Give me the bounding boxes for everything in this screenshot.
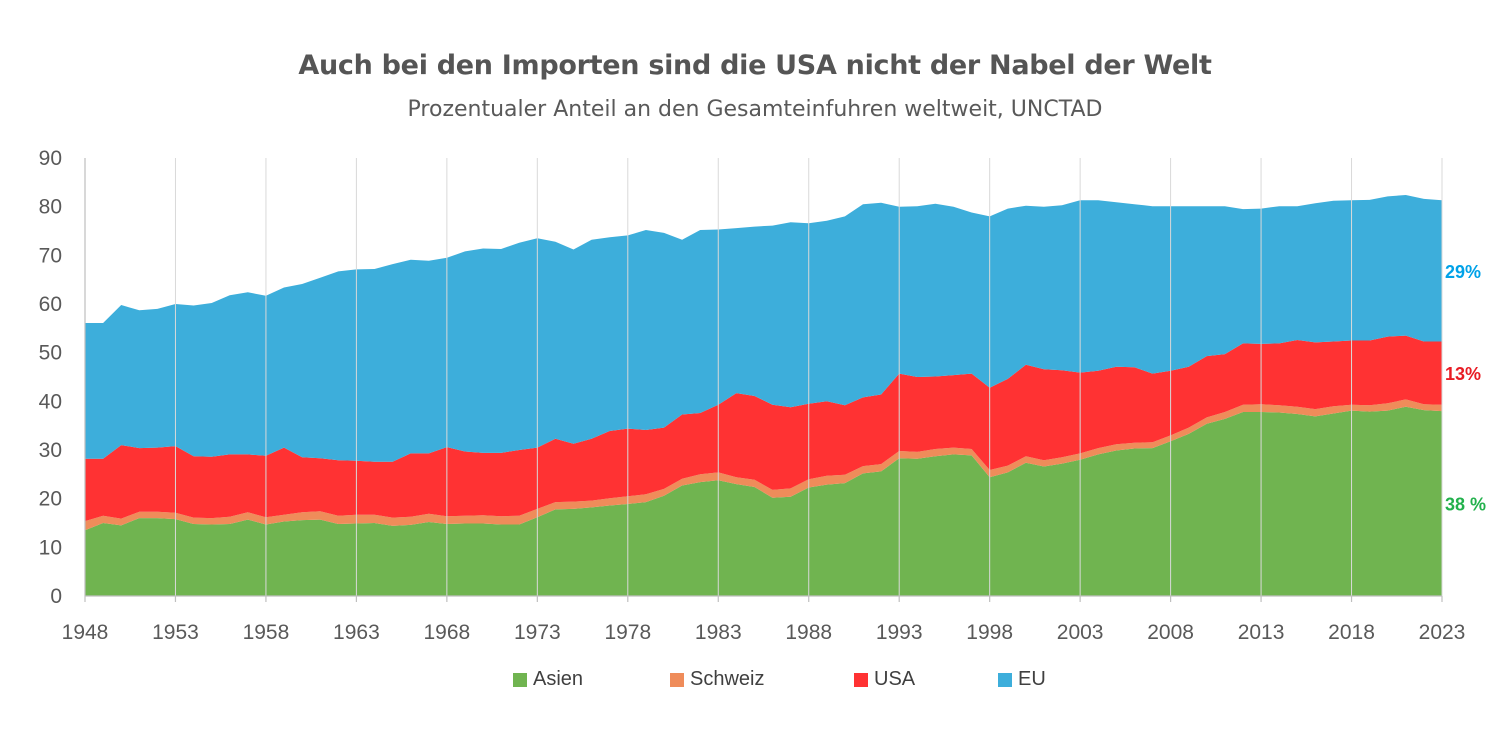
y-tick-label: 90 (39, 147, 62, 170)
x-tick-label: 1948 (62, 621, 109, 644)
legend-swatch-usa (854, 672, 868, 687)
y-tick-labels: 0 10 20 30 40 50 60 70 80 90 (39, 147, 62, 608)
x-tick-label: 2023 (1419, 621, 1466, 644)
y-tick-label: 70 (39, 244, 62, 267)
y-tick-label: 20 (39, 488, 62, 511)
legend-label-eu: EU (1018, 668, 1046, 690)
axes (84, 158, 1443, 602)
x-tick-labels: 1948 1953 1958 1963 1968 1973 1978 1983 1988 1993… (62, 621, 1466, 644)
x-tick-label: 1983 (695, 621, 742, 644)
end-annotations: 29% 13% 38 % (1445, 262, 1486, 515)
x-tick-label: 2003 (1057, 621, 1104, 644)
area-usa (85, 335, 1442, 522)
legend-swatch-eu (998, 672, 1012, 687)
y-tick-label: 60 (39, 293, 62, 316)
x-tick-label: 1978 (604, 621, 651, 644)
chart-subtitle: Prozentualer Anteil an den Gesamteinfuhr… (407, 97, 1103, 122)
x-tick-label: 1953 (152, 621, 199, 644)
legend-item-asien: Asien (513, 668, 583, 691)
x-tick-label: 1993 (876, 621, 923, 644)
annotation-eu: 29% (1445, 262, 1481, 282)
legend-item-schweiz: Schweiz (670, 668, 764, 691)
chart-title: Auch bei den Importen sind die USA nicht… (298, 50, 1212, 81)
legend-label-usa: USA (874, 668, 916, 690)
annotation-asien: 38 % (1445, 495, 1486, 515)
y-tick-label: 30 (39, 439, 62, 462)
legend-label-asien: Asien (533, 668, 584, 690)
x-tick-label: 1958 (243, 621, 290, 644)
plot-areas (85, 195, 1442, 596)
x-tick-label: 2018 (1328, 621, 1375, 644)
area-eu (85, 195, 1442, 462)
y-tick-label: 40 (39, 390, 62, 413)
y-tick-label: 80 (39, 196, 62, 219)
y-tick-label: 0 (50, 585, 62, 608)
x-tick-label: 1998 (966, 621, 1013, 644)
legend-item-eu: EU (998, 668, 1046, 691)
area-asien (85, 406, 1442, 596)
legend-label-schweiz: Schweiz (690, 668, 765, 690)
annotation-usa: 13% (1445, 364, 1481, 384)
area-schweiz (85, 399, 1442, 531)
x-tick-label: 1968 (424, 621, 471, 644)
x-tick-label: 2013 (1238, 621, 1285, 644)
x-tick-label: 1988 (785, 621, 832, 644)
legend-swatch-asien (513, 672, 527, 687)
y-tick-label: 10 (39, 536, 62, 559)
x-tick-label: 1963 (333, 621, 380, 644)
legend-swatch-schweiz (670, 672, 684, 687)
x-tick-label: 1973 (514, 621, 561, 644)
legend-item-usa: USA (854, 668, 915, 691)
y-tick-label: 50 (39, 342, 62, 365)
x-tick-label: 2008 (1147, 621, 1194, 644)
legend: Asien Schweiz USA EU (0, 668, 1500, 698)
